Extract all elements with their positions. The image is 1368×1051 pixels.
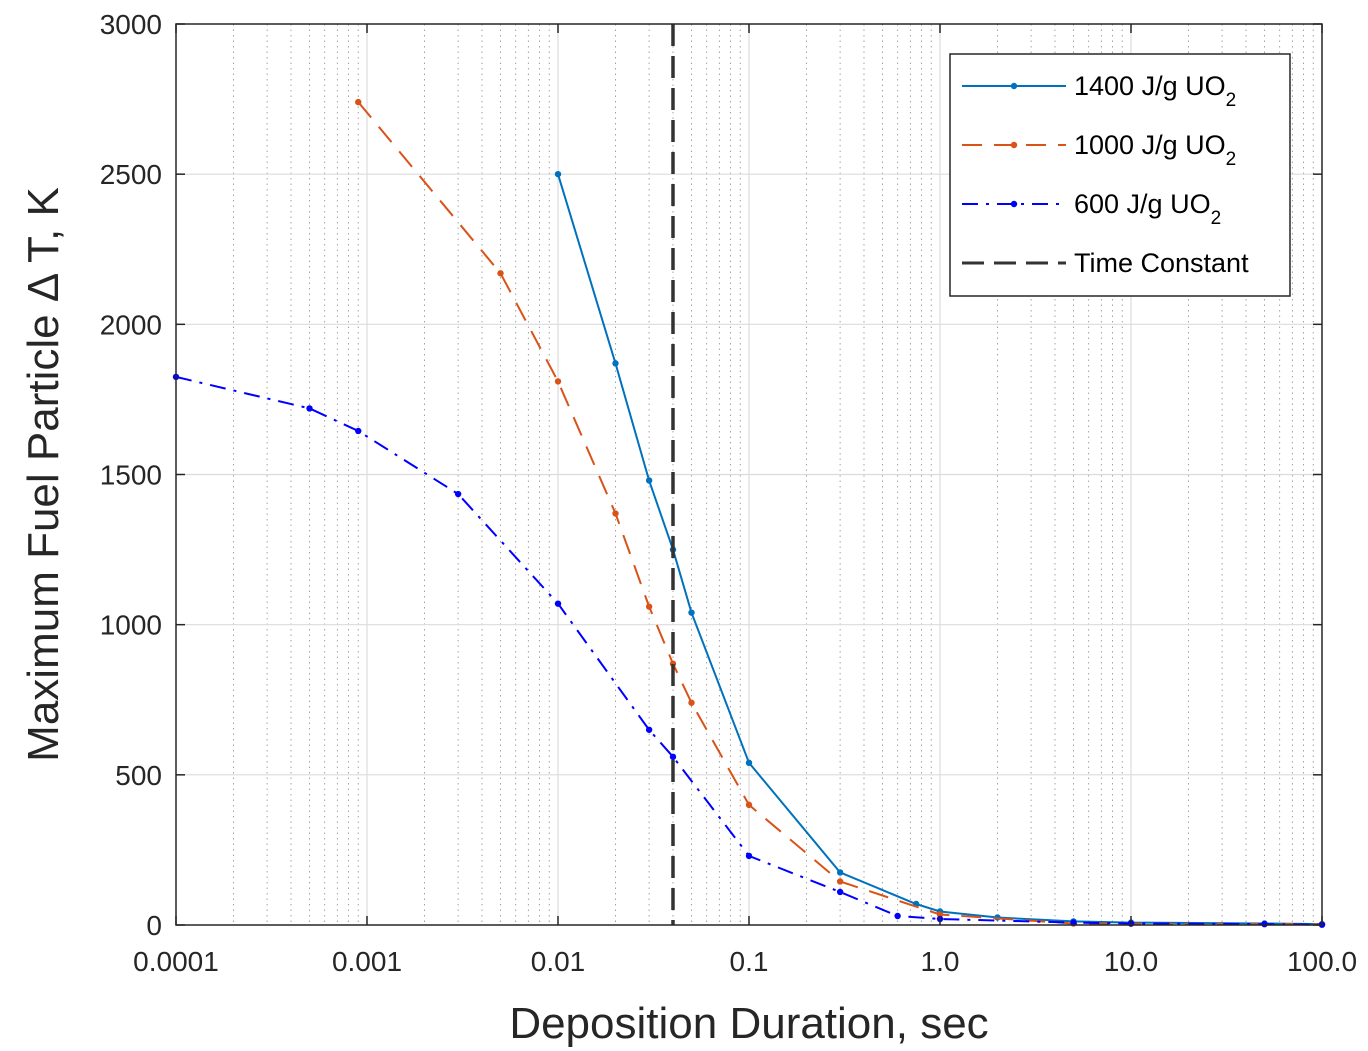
- x-axis-title: Deposition Duration, sec: [509, 999, 988, 1048]
- x-tick-label: 0.01: [531, 946, 586, 977]
- x-tick-label: 100.0: [1287, 946, 1357, 977]
- x-tick-label: 0.001: [332, 946, 402, 977]
- x-tick-label: 0.0001: [133, 946, 219, 977]
- data-point: [306, 405, 313, 412]
- y-axis-title: Maximum Fuel Particle Δ T, K: [19, 187, 68, 762]
- legend-subscript: 2: [1226, 90, 1237, 111]
- data-point: [836, 869, 844, 876]
- y-tick-label: 500: [115, 760, 162, 791]
- data-point: [645, 726, 653, 733]
- data-point: [669, 753, 677, 761]
- data-point: [355, 427, 362, 435]
- data-point: [454, 490, 462, 498]
- legend-subscript: 2: [1211, 208, 1222, 229]
- x-axis: 0.0001 0.001 0.01 0.1 1.0 10.0 100.0: [133, 24, 1357, 977]
- y-axis: 0 500 1000 1500 2000 2500 3000: [100, 9, 1322, 941]
- legend-box: [949, 53, 1291, 297]
- data-point: [645, 477, 653, 484]
- legend-subscript: 2: [1226, 149, 1237, 170]
- data-point: [1261, 920, 1268, 928]
- data-point: [745, 759, 753, 767]
- x-tick-label: 0.1: [730, 946, 769, 977]
- data-point: [554, 378, 562, 385]
- y-tick-label: 2500: [100, 159, 162, 190]
- data-point: [688, 699, 695, 706]
- data-point: [612, 510, 619, 517]
- data-point: [497, 270, 504, 277]
- y-tick-label: 2000: [100, 309, 162, 340]
- y-tick-label: 1000: [100, 610, 162, 641]
- x-tick-label: 1.0: [921, 946, 960, 977]
- data-point: [745, 852, 753, 860]
- legend-marker: [1010, 141, 1018, 149]
- legend-entry: Time Constant: [962, 248, 1249, 278]
- legend-marker: [1010, 200, 1018, 208]
- data-point: [554, 600, 562, 607]
- series-2: [172, 373, 1326, 928]
- legend-label: Time Constant: [1074, 248, 1249, 278]
- data-point: [688, 609, 695, 616]
- data-point: [894, 912, 901, 920]
- data-point: [936, 911, 944, 918]
- y-tick-label: 1500: [100, 460, 162, 491]
- data-point: [554, 170, 562, 178]
- data-point: [836, 888, 844, 896]
- data-point: [1070, 919, 1077, 926]
- data-point: [355, 98, 362, 106]
- series-layer: [172, 24, 1326, 928]
- y-tick-label: 3000: [100, 9, 162, 40]
- legend-marker: [1010, 82, 1018, 90]
- data-point: [612, 360, 619, 367]
- data-point: [745, 801, 753, 809]
- data-point: [836, 878, 844, 885]
- data-point: [645, 603, 653, 610]
- y-tick-label: 0: [146, 910, 162, 941]
- x-tick-label: 10.0: [1104, 946, 1159, 977]
